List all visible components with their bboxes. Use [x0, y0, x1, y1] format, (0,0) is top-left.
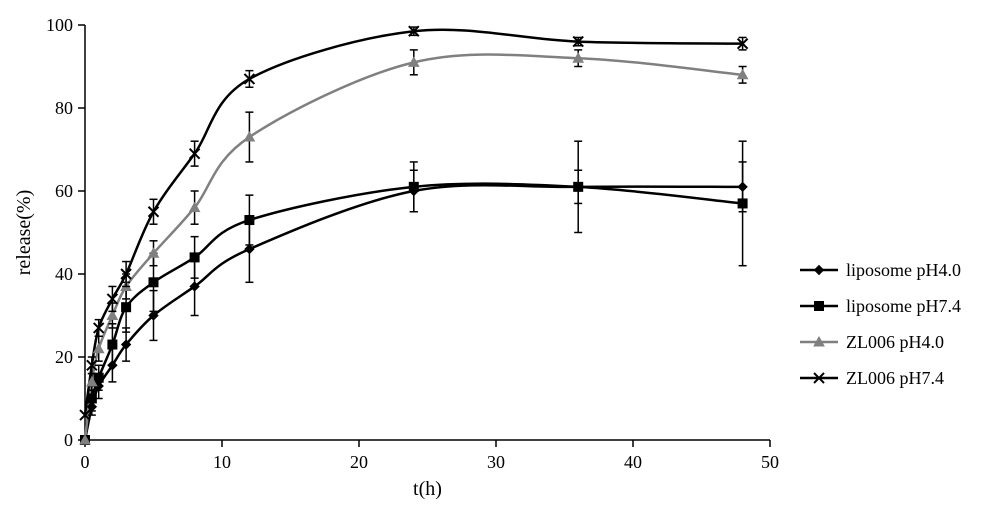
- svg-text:100: 100: [46, 15, 73, 35]
- series-line-zl006_ph4: [85, 55, 743, 440]
- series-line-zl006_ph74: [85, 30, 743, 415]
- svg-text:release(%): release(%): [13, 190, 35, 276]
- svg-text:60: 60: [55, 181, 73, 201]
- svg-text:30: 30: [487, 452, 505, 472]
- svg-text:0: 0: [81, 452, 90, 472]
- chart-svg: 0 10 20 30 40 50 0 20 40 60 80 100 t(h) release(%) lip…: [0, 0, 1000, 514]
- svg-text:0: 0: [64, 430, 73, 450]
- svg-text:20: 20: [350, 452, 368, 472]
- legend-label-liposome_ph4: liposome pH4.0: [846, 260, 961, 280]
- svg-text:50: 50: [761, 452, 779, 472]
- svg-text:t(h): t(h): [413, 478, 442, 500]
- svg-text:10: 10: [213, 452, 231, 472]
- series-line-liposome_ph4: [85, 185, 743, 440]
- svg-text:40: 40: [55, 264, 73, 284]
- release-chart: 0 10 20 30 40 50 0 20 40 60 80 100 t(h) release(%) lip…: [0, 0, 1000, 514]
- svg-text:20: 20: [55, 347, 73, 367]
- legend-label-zl006_ph74: ZL006 pH7.4: [846, 368, 944, 388]
- svg-text:80: 80: [55, 98, 73, 118]
- legend-label-zl006_ph4: ZL006 pH4.0: [846, 332, 944, 352]
- legend-label-liposome_ph74: liposome pH7.4: [846, 296, 961, 316]
- svg-text:40: 40: [624, 452, 642, 472]
